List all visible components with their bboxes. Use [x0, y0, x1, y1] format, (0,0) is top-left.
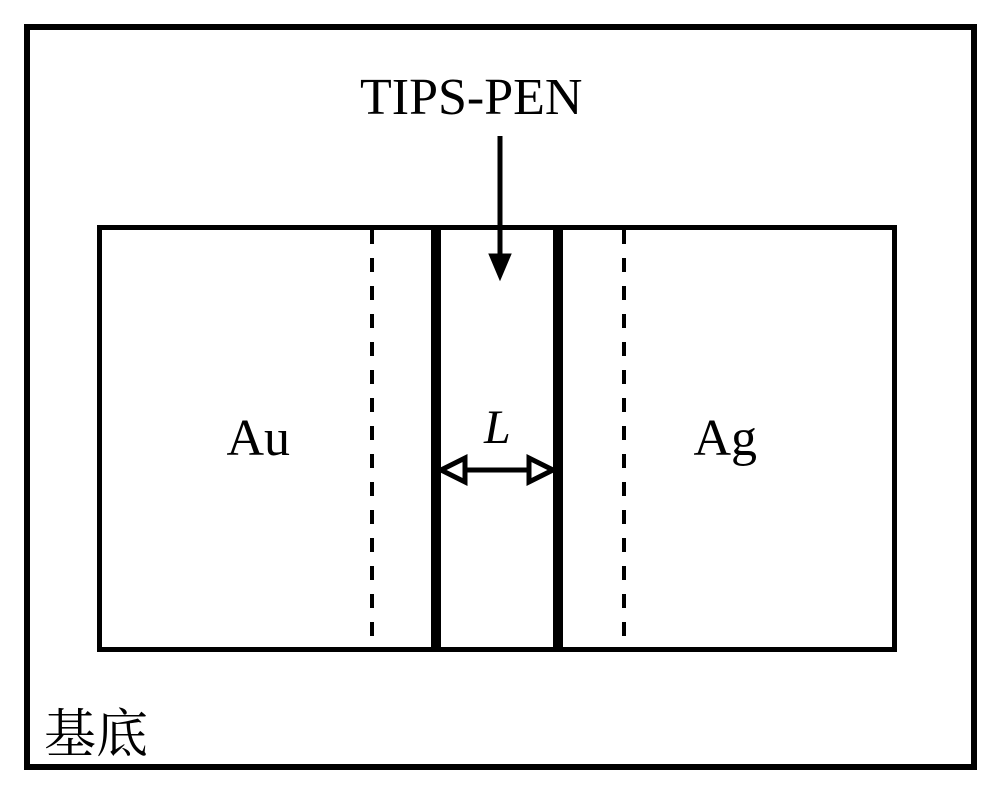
substrate-label: 基底 [44, 692, 148, 767]
tips-pen-pointer-arrow [0, 0, 1000, 794]
